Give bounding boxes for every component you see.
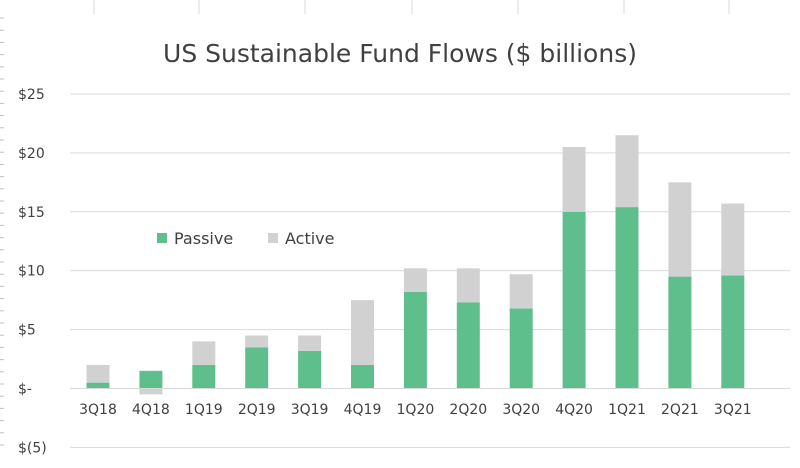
x-tick-label-3q19: 3Q19	[291, 402, 329, 418]
bar-passive-2q21	[668, 276, 692, 389]
bar-passive-3q21	[721, 275, 745, 389]
bar-active-3q18	[86, 364, 110, 383]
y-tick-label-2: $15	[18, 205, 45, 221]
bar-passive-1q19	[192, 364, 216, 389]
bar-active-1q19	[192, 341, 216, 365]
legend: Passive Active	[157, 229, 335, 248]
y-axis: $25 $20 $15 $10 $5 $- $(5)	[18, 87, 47, 456]
x-tick-label-2q21: 2Q21	[661, 402, 699, 418]
x-tick-label-2q20: 2Q20	[449, 402, 487, 418]
bar-active-1q20	[403, 268, 427, 292]
bar-active-4q18	[139, 388, 163, 395]
x-tick-label-1q20: 1Q20	[397, 402, 435, 418]
bars	[86, 135, 745, 395]
y-tick-label-6: $(5)	[18, 440, 47, 456]
bar-active-3q20	[509, 274, 533, 309]
bar-passive-4q18	[139, 370, 163, 389]
y-tick-label-3: $10	[18, 264, 45, 280]
bar-active-2q20	[456, 268, 480, 303]
bar-active-1q21	[615, 135, 639, 208]
y-tick-label-1: $20	[18, 146, 45, 162]
bar-passive-1q20	[403, 291, 427, 389]
bar-passive-4q20	[562, 211, 586, 389]
top-border-ticks	[93, 0, 730, 14]
x-tick-label-3q21: 3Q21	[714, 402, 752, 418]
x-tick-label-4q18: 4Q18	[132, 402, 170, 418]
bar-passive-1q21	[615, 207, 639, 389]
bar-active-2q21	[668, 182, 692, 277]
bar-passive-3q20	[509, 308, 533, 389]
bar-passive-3q19	[298, 350, 322, 389]
legend-swatch-passive	[157, 233, 167, 243]
bar-active-4q20	[562, 147, 586, 212]
legend-label-active: Active	[285, 229, 335, 248]
x-axis: 3Q18 4Q18 1Q19 2Q19 3Q19 4Q19 1Q20 2Q20 3Q20 4Q20…	[70, 388, 790, 418]
y-tick-label-4: $5	[18, 323, 36, 339]
legend-swatch-active	[268, 233, 278, 243]
bar-passive-4q19	[351, 364, 374, 389]
x-tick-label-3q18: 3Q18	[79, 402, 117, 418]
x-tick-label-4q20: 4Q20	[555, 402, 593, 418]
bar-active-2q19	[245, 335, 269, 348]
x-tick-label-2q19: 2Q19	[238, 402, 276, 418]
legend-label-passive: Passive	[174, 229, 233, 248]
bar-passive-2q19	[245, 347, 269, 389]
bar-active-3q21	[721, 203, 745, 276]
chart-title: US Sustainable Fund Flows ($ billions)	[163, 39, 637, 68]
x-tick-label-3q20: 3Q20	[502, 402, 540, 418]
left-border-ticks	[0, 17, 4, 446]
bar-active-3q19	[298, 335, 322, 351]
bar-active-4q19	[351, 300, 374, 365]
bar-passive-3q18	[86, 382, 110, 389]
y-tick-label-5: $-	[18, 382, 32, 398]
x-tick-label-4q19: 4Q19	[344, 402, 382, 418]
y-tick-label-0: $25	[18, 87, 45, 103]
x-tick-label-1q19: 1Q19	[185, 402, 223, 418]
x-tick-label-1q21: 1Q21	[608, 402, 646, 418]
bar-passive-2q20	[456, 302, 480, 389]
